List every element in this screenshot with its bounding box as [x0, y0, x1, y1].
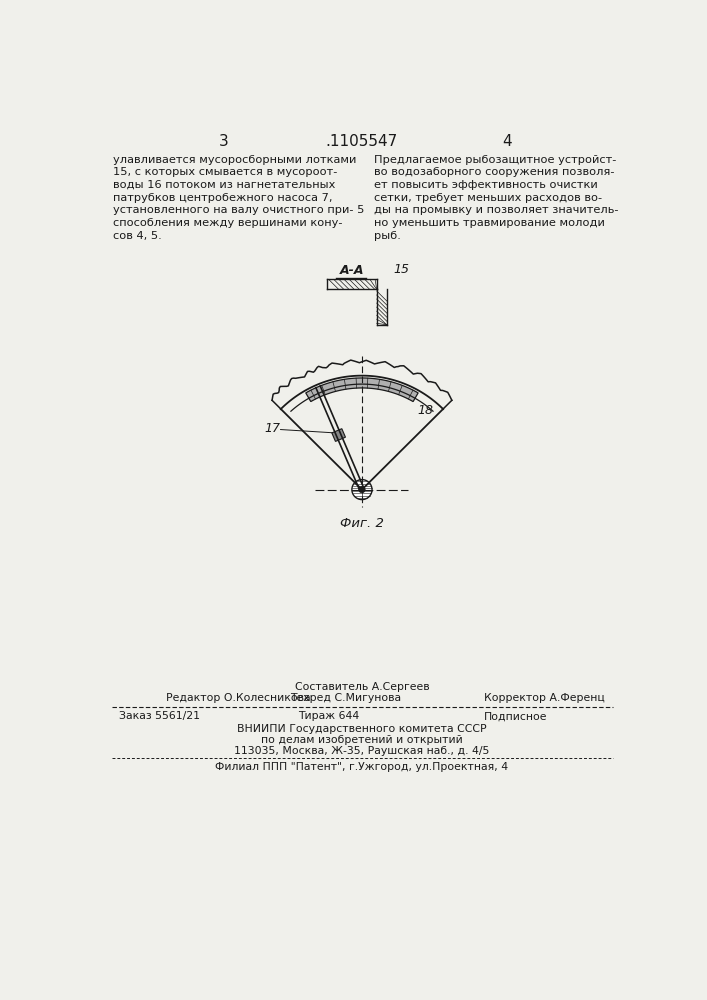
Text: Подписное: Подписное	[484, 711, 547, 721]
Text: 17: 17	[265, 422, 281, 434]
Polygon shape	[305, 378, 418, 402]
Text: Предлагаемое рыбозащитное устройст-: Предлагаемое рыбозащитное устройст-	[373, 155, 616, 165]
Text: воды 16 потоком из нагнетательных: воды 16 потоком из нагнетательных	[113, 180, 336, 190]
Text: сетки, требует меньших расходов во-: сетки, требует меньших расходов во-	[373, 193, 602, 203]
Circle shape	[358, 486, 366, 493]
Text: улавливается мусоросборными лотками: улавливается мусоросборными лотками	[113, 155, 356, 165]
Text: .1105547: .1105547	[326, 134, 398, 149]
Text: ет повысить эффективность очистки: ет повысить эффективность очистки	[373, 180, 597, 190]
Text: но уменьшить травмирование молоди: но уменьшить травмирование молоди	[373, 218, 604, 228]
Text: Корректор А.Ференц: Корректор А.Ференц	[484, 693, 604, 703]
Polygon shape	[332, 429, 346, 441]
Text: патрубков центробежного насоса 7,: патрубков центробежного насоса 7,	[113, 193, 333, 203]
Text: Фиг. 2: Фиг. 2	[340, 517, 384, 530]
Text: Филиал ППП "Патент", г.Ужгород, ул.Проектная, 4: Филиал ППП "Патент", г.Ужгород, ул.Проек…	[216, 762, 508, 772]
Text: во водозаборного сооружения позволя-: во водозаборного сооружения позволя-	[373, 167, 614, 177]
Text: 15, с которых смывается в мусороот-: 15, с которых смывается в мусороот-	[113, 167, 337, 177]
Text: ды на промывку и позволяет значитель-: ды на промывку и позволяет значитель-	[373, 205, 618, 215]
Text: установленного на валу очистного при- 5: установленного на валу очистного при- 5	[113, 205, 365, 215]
Text: Редактор О.Колесникова: Редактор О.Колесникова	[166, 693, 310, 703]
Text: 15: 15	[393, 263, 409, 276]
Text: Тираж 644: Тираж 644	[298, 711, 359, 721]
Text: сов 4, 5.: сов 4, 5.	[113, 231, 162, 241]
Text: рыб.: рыб.	[373, 231, 400, 241]
Text: ВНИИПИ Государственного комитета СССР: ВНИИПИ Государственного комитета СССР	[237, 724, 486, 734]
Text: 3: 3	[219, 134, 229, 149]
Text: способления между вершинами кону-: способления между вершинами кону-	[113, 218, 343, 228]
Text: А-А: А-А	[339, 264, 364, 277]
Text: 113035, Москва, Ж-35, Раушская наб., д. 4/5: 113035, Москва, Ж-35, Раушская наб., д. …	[234, 746, 490, 756]
Text: Составитель А.Сергеев: Составитель А.Сергеев	[295, 682, 429, 692]
Text: Техред С.Мигунова: Техред С.Мигунова	[290, 693, 401, 703]
Text: 4: 4	[502, 134, 512, 149]
Circle shape	[352, 480, 372, 500]
Text: Заказ 5561/21: Заказ 5561/21	[119, 711, 200, 721]
Text: 18: 18	[418, 404, 434, 417]
Text: по делам изобретений и открытий: по делам изобретений и открытий	[261, 735, 463, 745]
